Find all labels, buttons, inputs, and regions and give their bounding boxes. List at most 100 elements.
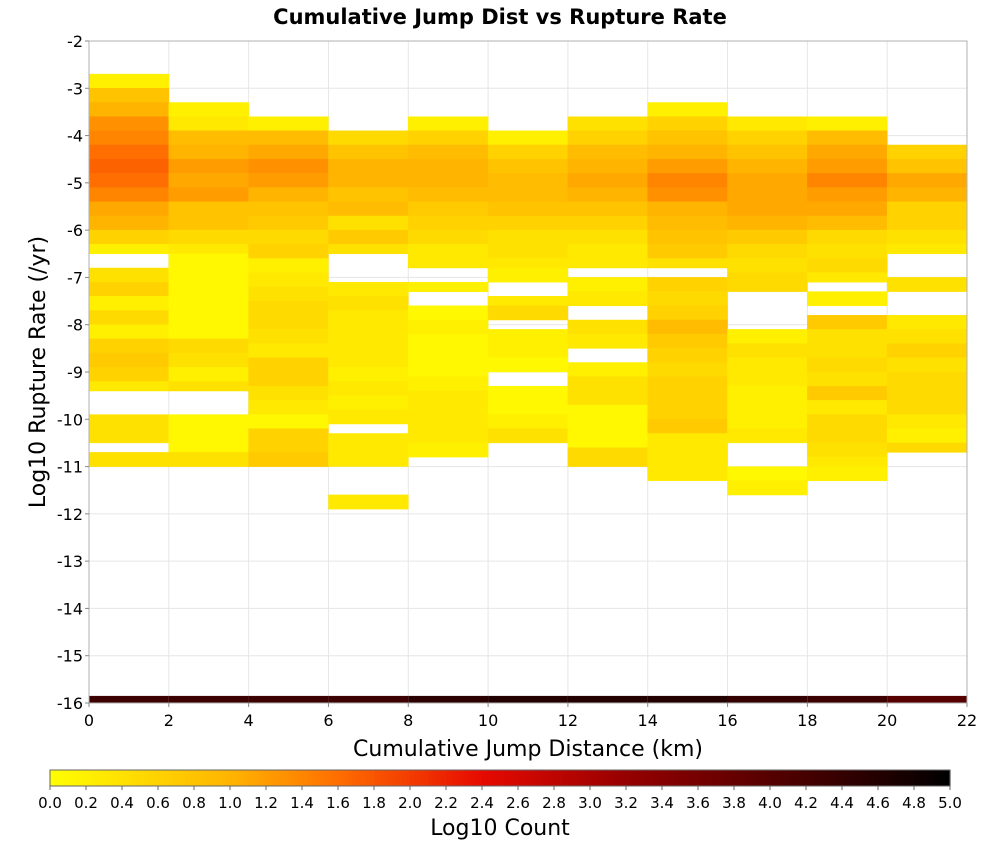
heatmap-cell <box>886 315 968 330</box>
colorbar-segment <box>765 770 771 786</box>
heatmap-cell <box>408 376 489 392</box>
colorbar-segment <box>234 770 240 786</box>
colorbar-tick-label: 5.0 <box>938 794 962 812</box>
heatmap-cell <box>727 215 808 231</box>
heatmap-cell <box>487 215 569 231</box>
colorbar-segment <box>702 770 708 786</box>
heatmap-cell <box>248 300 329 316</box>
x-tick-label: 22 <box>957 711 977 730</box>
heatmap-cell <box>408 442 489 458</box>
heatmap-cell <box>647 158 728 174</box>
colorbar-segment <box>842 770 848 786</box>
heatmap-cell <box>567 130 648 146</box>
colorbar-segment <box>405 770 411 786</box>
colorbar-segment <box>302 770 308 786</box>
heatmap-cell <box>408 419 489 434</box>
colorbar-segment <box>806 770 812 786</box>
heatmap-cell <box>408 215 489 231</box>
heatmap-cell <box>248 187 329 203</box>
colorbar-segment <box>653 770 659 786</box>
heatmap-cell <box>487 305 569 321</box>
colorbar-segment <box>563 770 569 786</box>
heatmap-cell <box>248 215 329 231</box>
heatmap-cells <box>88 73 968 703</box>
colorbar-segment <box>428 770 434 786</box>
heatmap-cell <box>727 244 808 259</box>
heatmap-cell <box>248 130 329 146</box>
heatmap-cell <box>487 385 569 401</box>
heatmap-cell <box>168 187 249 203</box>
colorbar-segment <box>518 770 524 786</box>
heatmap-cell <box>727 130 808 146</box>
colorbar-segment <box>792 770 798 786</box>
colorbar-segment <box>369 770 375 786</box>
colorbar-segment <box>401 770 407 786</box>
heatmap-cell <box>88 310 170 325</box>
x-tick-label: 8 <box>403 711 413 730</box>
heatmap-cell <box>88 201 170 217</box>
heatmap-cell <box>647 258 728 269</box>
heatmap-cell <box>168 215 249 231</box>
colorbar-segment <box>900 770 906 786</box>
heatmap-cell <box>807 442 888 458</box>
colorbar-segment <box>171 770 177 786</box>
heatmap-cell <box>647 229 728 245</box>
heatmap-cell <box>408 258 489 269</box>
heatmap-cell <box>886 343 968 359</box>
colorbar-segment <box>396 770 402 786</box>
colorbar-tick-label: 2.4 <box>470 794 494 812</box>
heatmap-cell <box>168 130 249 146</box>
y-tick-label: -16 <box>57 694 83 713</box>
heatmap-cell <box>88 144 170 160</box>
heatmap-cell <box>567 158 648 174</box>
colorbar-segment <box>437 770 443 786</box>
colorbar-segment <box>81 770 87 786</box>
colorbar-tick-label: 4.4 <box>830 794 854 812</box>
heatmap-cell <box>408 173 489 188</box>
heatmap-cell <box>567 433 648 448</box>
colorbar-tick-label: 4.0 <box>758 794 782 812</box>
colorbar-segment <box>477 770 483 786</box>
heatmap-cell <box>727 466 808 482</box>
colorbar-segment <box>153 770 159 786</box>
colorbar-segment <box>770 770 776 786</box>
heatmap-cell <box>328 338 409 354</box>
heatmap-cell <box>408 244 489 259</box>
colorbar-segment <box>558 770 564 786</box>
y-tick-label: -5 <box>67 174 83 193</box>
colorbar-tick-label: 4.6 <box>866 794 890 812</box>
heatmap-cell <box>328 352 409 368</box>
colorbar-segment <box>63 770 69 786</box>
colorbar-segment <box>576 770 582 786</box>
colorbar-segment <box>432 770 438 786</box>
heatmap-cell <box>328 130 409 146</box>
heatmap-cell <box>727 173 808 188</box>
heatmap-cell <box>248 201 329 217</box>
heatmap-cell <box>328 281 409 297</box>
colorbar-segment <box>590 770 596 786</box>
colorbar-segment <box>828 770 834 786</box>
heatmap-cell <box>88 73 170 89</box>
colorbar-segment <box>788 770 794 786</box>
y-tick-label: -10 <box>57 410 83 429</box>
heatmap-cell <box>647 348 728 363</box>
colorbar-segment <box>122 770 128 786</box>
colorbar-segment <box>221 770 227 786</box>
colorbar-segment <box>293 770 299 786</box>
colorbar-segment <box>68 770 74 786</box>
heatmap-cell <box>727 414 808 430</box>
heatmap-cell <box>88 173 170 188</box>
x-tick-label: 16 <box>717 711 737 730</box>
heatmap-cell <box>727 480 808 496</box>
heatmap-cell <box>567 116 648 132</box>
colorbar-segment <box>810 770 816 786</box>
colorbar-segment <box>311 770 317 786</box>
heatmap-cell <box>248 144 329 160</box>
colorbar-segment <box>914 770 920 786</box>
colorbar-segment <box>567 770 573 786</box>
colorbar-segment <box>873 770 879 786</box>
heatmap-cell <box>727 187 808 203</box>
heatmap-cell <box>168 381 249 392</box>
heatmap-cell <box>807 158 888 174</box>
